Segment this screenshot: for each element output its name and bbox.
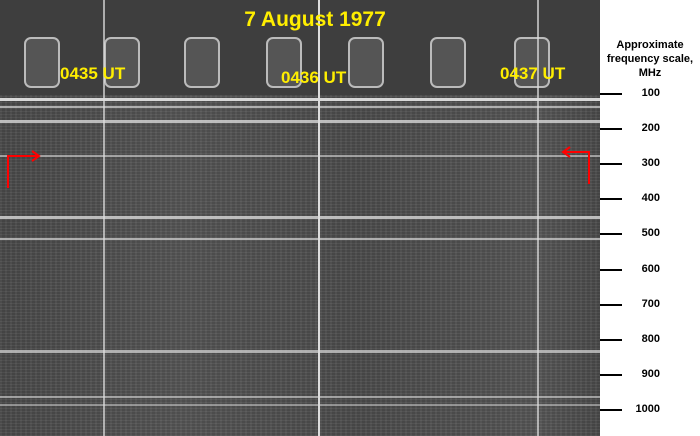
left-arrow-icon bbox=[7, 150, 41, 188]
emission-band bbox=[0, 155, 600, 157]
scale-tick-label: 900 bbox=[641, 367, 660, 380]
scale-tick-label: 1000 bbox=[635, 402, 660, 415]
time-mark-line bbox=[537, 0, 539, 436]
scale-tick-label: 300 bbox=[641, 157, 660, 170]
figure-title: 7 August 1977 bbox=[244, 8, 386, 31]
emission-band bbox=[0, 98, 600, 101]
sprocket-hole bbox=[514, 37, 550, 88]
time-mark-line bbox=[103, 0, 105, 436]
emission-band bbox=[0, 350, 600, 353]
right-arrow-icon bbox=[561, 146, 590, 184]
spectrogram-film bbox=[0, 0, 600, 436]
emission-band bbox=[0, 396, 600, 398]
frequency-scale-title: Approximate frequency scale, MHz bbox=[606, 39, 694, 79]
sprocket-hole bbox=[24, 37, 60, 88]
scale-tick-label: 800 bbox=[641, 332, 660, 345]
emission-band bbox=[0, 120, 600, 123]
scale-tick bbox=[600, 163, 622, 166]
scale-tick bbox=[600, 303, 622, 306]
sprocket-hole bbox=[348, 37, 384, 88]
emission-band bbox=[0, 106, 600, 108]
scale-tick-label: 500 bbox=[641, 227, 660, 240]
emission-band bbox=[0, 404, 600, 406]
scale-tick bbox=[600, 408, 622, 411]
scale-tick bbox=[600, 338, 622, 341]
scale-tick-label: 100 bbox=[641, 87, 660, 99]
scale-tick bbox=[600, 373, 622, 376]
emission-band bbox=[0, 216, 600, 219]
scale-tick-label: 600 bbox=[641, 262, 660, 275]
scale-tick bbox=[600, 128, 622, 131]
time-label-0435: 0435 UT bbox=[60, 64, 126, 83]
sprocket-hole bbox=[184, 37, 220, 88]
emission-band bbox=[0, 238, 600, 240]
time-label-0436: 0436 UT bbox=[281, 68, 347, 87]
scale-tick-label: 200 bbox=[641, 122, 660, 135]
sprocket-hole bbox=[104, 37, 140, 88]
sprocket-hole bbox=[266, 37, 302, 88]
scale-tick bbox=[600, 198, 622, 201]
sprocket-hole bbox=[430, 37, 466, 88]
time-mark-line bbox=[318, 0, 320, 436]
scale-tick-label: 400 bbox=[641, 192, 660, 205]
scale-tick bbox=[600, 93, 622, 95]
scale-tick bbox=[600, 268, 622, 271]
time-label-0437: 0437 UT bbox=[500, 64, 566, 83]
scale-tick bbox=[600, 233, 622, 236]
scale-tick-label: 700 bbox=[641, 297, 660, 310]
